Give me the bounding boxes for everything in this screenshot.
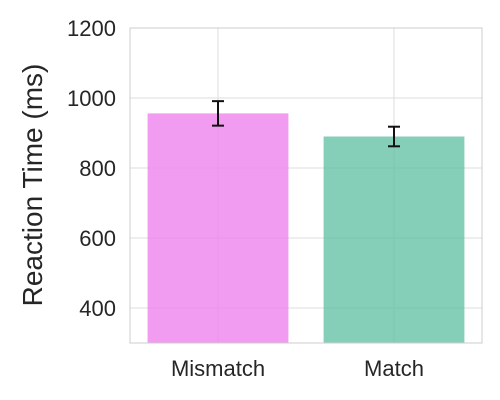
bar-match: [323, 136, 465, 343]
plot-frame: [129, 27, 483, 344]
y-tick-label: 800: [79, 156, 116, 181]
bar-mismatch: [147, 113, 289, 344]
bars: [147, 113, 465, 344]
error-bars: [212, 100, 400, 148]
y-tick-label: 400: [79, 296, 116, 321]
y-tick-labels: 400 600 800 1000 1200: [67, 16, 116, 321]
x-tick-label: Match: [364, 356, 424, 381]
y-axis-title: Reaction Time (ms): [17, 64, 48, 307]
y-tick-label: 600: [79, 226, 116, 251]
x-tick-label: Mismatch: [171, 356, 265, 381]
y-tick-label: 1000: [67, 86, 116, 111]
y-tick-label: 1200: [67, 16, 116, 41]
x-tick-labels: Mismatch Match: [171, 356, 424, 381]
